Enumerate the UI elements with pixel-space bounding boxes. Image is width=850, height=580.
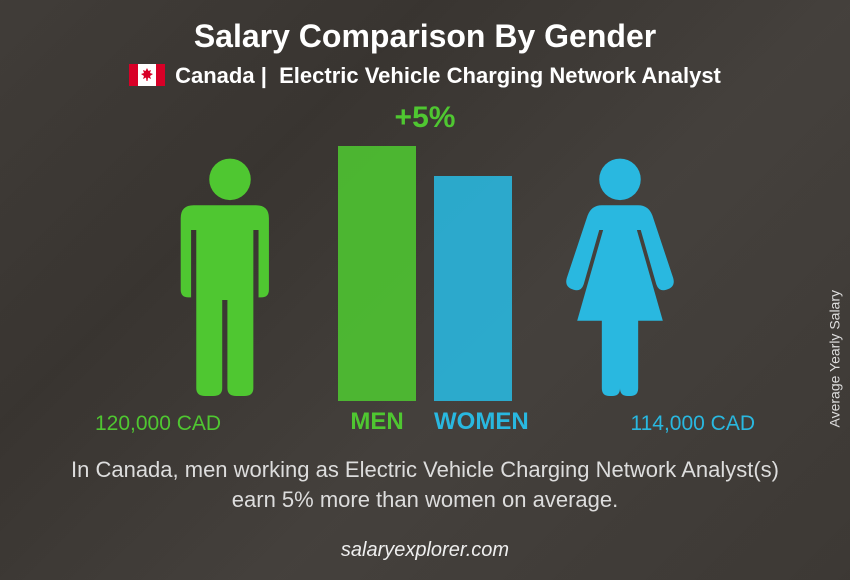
subtitle: Canada | Electric Vehicle Charging Netwo… [0,63,850,89]
page-title: Salary Comparison By Gender [0,0,850,55]
women-label: WOMEN [434,408,512,436]
woman-icon [555,156,685,401]
y-axis-label: Average Yearly Salary [826,290,842,428]
pct-diff: +5% [395,101,456,135]
job-label: Electric Vehicle Charging Network Analys… [279,63,721,88]
bar-women [434,176,512,401]
men-label: MEN [338,408,416,436]
men-salary: 120,000 CAD [95,412,221,436]
women-salary: 114,000 CAD [630,412,755,436]
description: In Canada, men working as Electric Vehic… [65,455,785,514]
country-label: Canada [175,63,254,88]
bars [338,146,512,401]
footer-link: salaryexplorer.com [0,539,850,562]
bar-labels: MEN WOMEN [338,408,512,436]
separator: | [261,63,279,88]
canada-flag-icon [129,64,165,86]
man-icon [165,156,295,401]
bar-men [338,146,416,401]
chart: +5% MEN WOMEN 120,000 CAD 114,000 CAD [125,101,725,441]
